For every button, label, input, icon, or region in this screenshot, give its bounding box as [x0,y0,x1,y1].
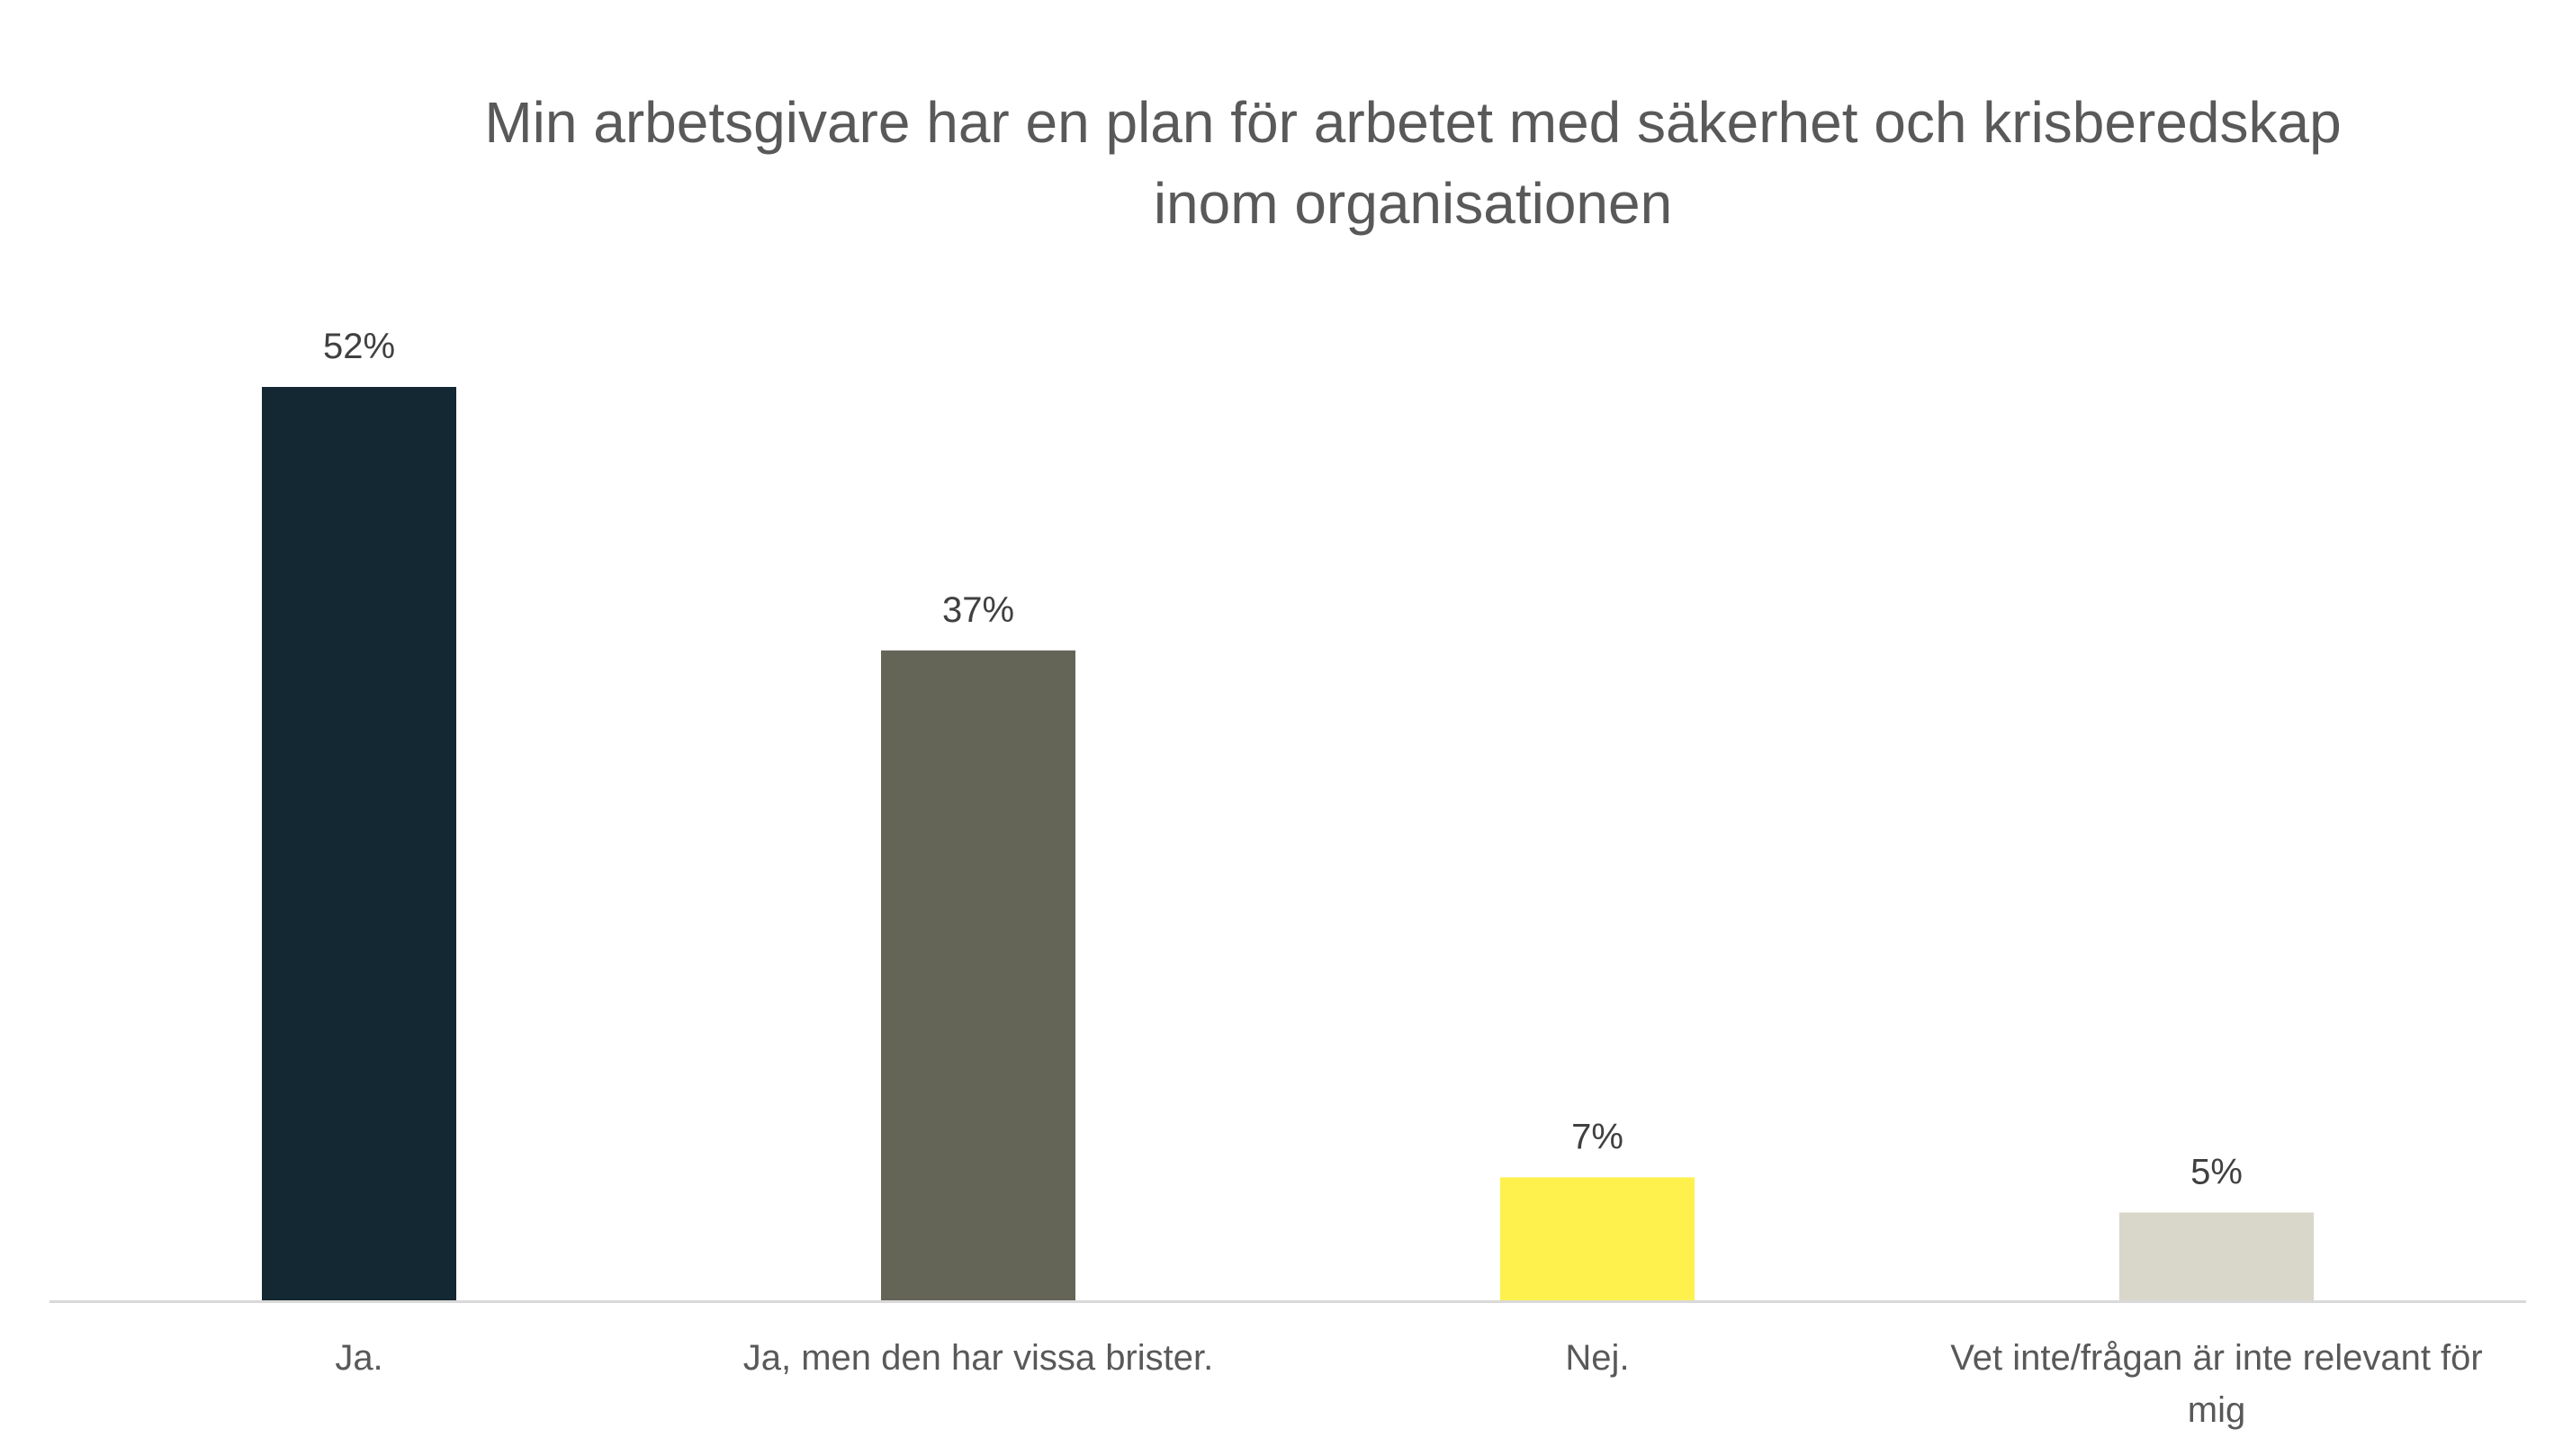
bar-1 [262,387,456,1300]
bar-3 [1500,1177,1695,1300]
data-label-2: 37% [942,590,1014,630]
data-label-4: 5% [2190,1152,2243,1191]
data-label-3: 7% [1571,1117,1623,1156]
data-label-1: 52% [323,327,395,366]
bar-4 [2119,1212,2314,1300]
x-tick-label-2-line-1: Ja, men den har vissa brister. [743,1338,1213,1378]
x-tick-label-1-line-1: Ja. [335,1338,382,1378]
chart-title-line-1: Min arbetsgivare har en plan för arbetet… [484,90,2341,155]
chart-title-line-2: inom organisationen [1154,171,1672,236]
bars [262,387,2314,1300]
x-tick-label-4-line-2: mig [2188,1390,2245,1430]
x-tick-labels: Ja. Ja, men den har vissa brister. Nej. Vet… [335,1338,2482,1430]
chart-title: Min arbetsgivare har en plan för arbetet… [484,90,2341,236]
x-tick-label-3-line-1: Nej. [1565,1338,1629,1378]
bar-2 [881,650,1075,1300]
data-labels: 52% 37% 7% 5% [323,327,2243,1191]
x-tick-label-4-line-1: Vet inte/frågan är inte relevant för [1950,1338,2482,1378]
